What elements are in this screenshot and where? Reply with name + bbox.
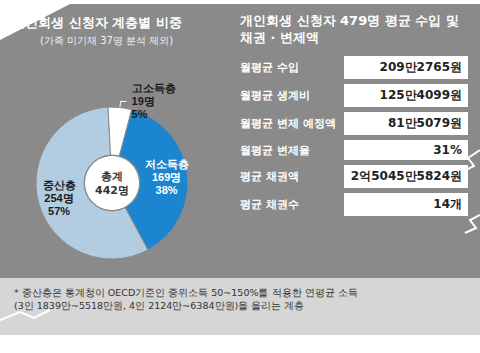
html-text:125만4099원: 125만4099원 xyxy=(379,88,462,102)
svg-text:중산층: 중산층 xyxy=(43,179,76,191)
svg-text:고소득층: 고소득층 xyxy=(132,82,176,94)
html-text:31%: 31% xyxy=(433,143,462,157)
html-text:월평균 생계비: 월평균 생계비 xyxy=(240,89,310,102)
svg-text:254명: 254명 xyxy=(44,192,73,204)
html-text:월평균 변제 예정액: 월평균 변제 예정액 xyxy=(240,117,336,130)
html-text:개인회생 신청자 479명 평균 수입 및 채권 · 변제액: 개인회생 신청자 479명 평균 수입 및 채권 · 변제액 xyxy=(240,13,459,45)
html-text:209만2765원: 209만2765원 xyxy=(379,60,462,74)
html-text:81만5079원: 81만5079원 xyxy=(387,116,462,130)
svg-text:442명: 442명 xyxy=(95,184,129,197)
html-text:평균 채권수: 평균 채권수 xyxy=(240,198,299,211)
svg-text:5%: 5% xyxy=(132,108,148,120)
svg-text:저소득층: 저소득층 xyxy=(145,158,189,170)
html-text:14개: 14개 xyxy=(433,197,462,211)
html-text:(3인 1839만~5518만원, 4인 2124만~638: (3인 1839만~5518만원, 4인 2124만~6384만원)을 올리는 … xyxy=(14,300,305,311)
html-text:월평균 수입: 월평균 수입 xyxy=(240,61,299,74)
svg-text:169명: 169명 xyxy=(152,171,181,183)
html-text:월평균 변제율: 월평균 변제율 xyxy=(240,143,310,157)
html-text:평균 채권액: 평균 채권액 xyxy=(240,170,299,183)
svg-text:총계: 총계 xyxy=(101,170,123,183)
html-text:(가족 미기재 37명 분석 제외): (가족 미기재 37명 분석 제외) xyxy=(40,35,174,46)
svg-text:57%: 57% xyxy=(48,205,70,217)
svg-text:19명: 19명 xyxy=(132,95,155,107)
html-text:2억5045만5824원: 2억5045만5824원 xyxy=(350,169,462,183)
html-text:개인회생 신청자 계층별 비중: 개인회생 신청자 계층별 비중 xyxy=(12,15,182,30)
svg-text:38%: 38% xyxy=(156,184,178,196)
html-text:* 중산층은 통계청이 OECD기준인 중위소득 50~15: * 중산층은 통계청이 OECD기준인 중위소득 50~150%를 적용한 연평… xyxy=(14,287,358,298)
